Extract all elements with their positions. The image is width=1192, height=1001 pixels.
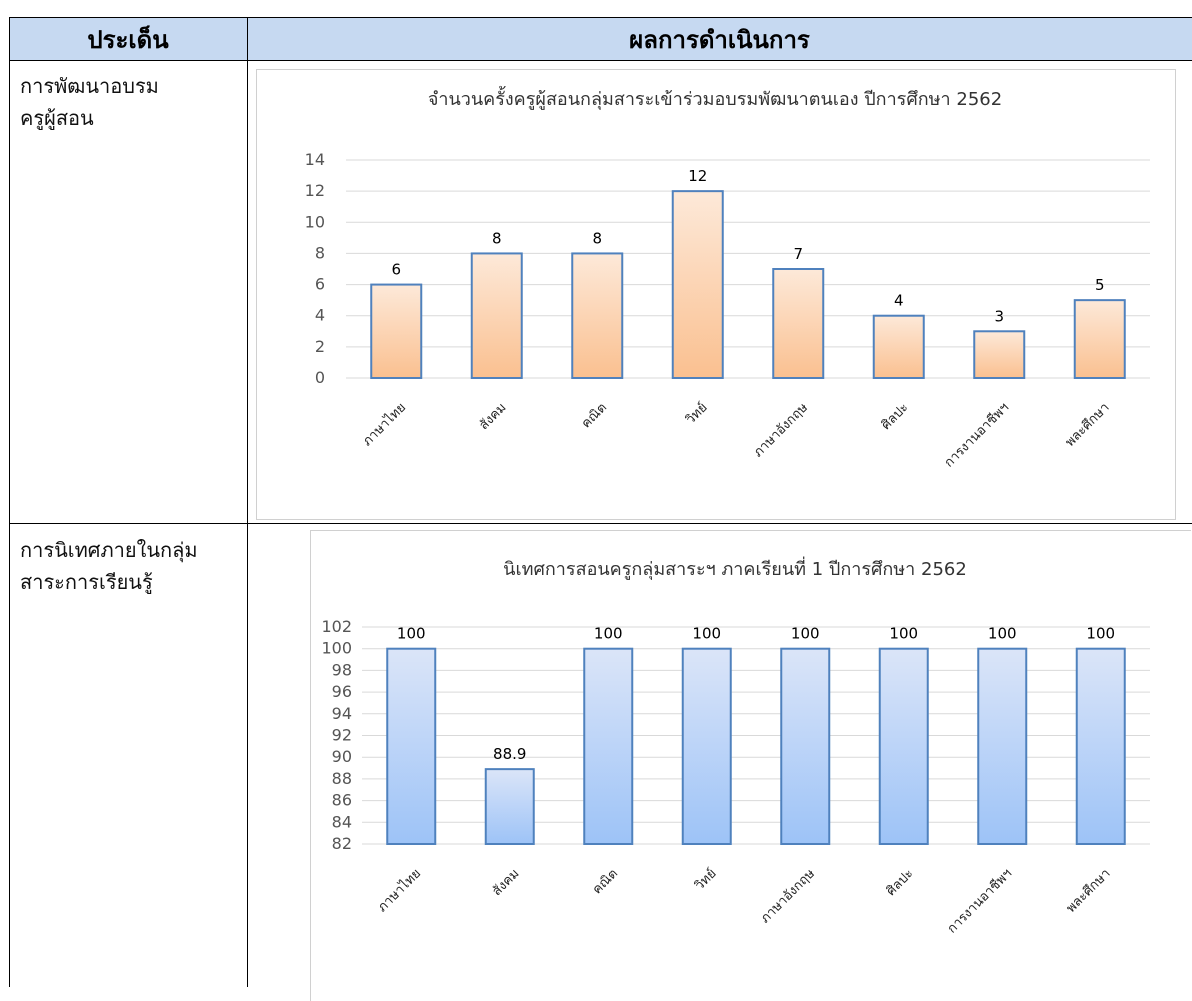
category-label: วิทย์ (691, 866, 719, 894)
bar (872, 314, 925, 380)
y-tick-label: 96 (332, 682, 352, 701)
table-border-row (9, 523, 1192, 524)
bar (1075, 647, 1126, 846)
table-border-header (9, 60, 1192, 61)
y-tick-label: 90 (332, 747, 352, 766)
data-label: 100 (594, 625, 623, 643)
data-label: 8 (592, 229, 602, 247)
y-tick-label: 82 (332, 834, 352, 853)
y-tick-label: 8 (315, 243, 325, 262)
row2-label-line1: การนิเทศภายในกลุ่ม (20, 538, 198, 562)
chart-title: นิเทศการสอนครูกลุ่มสาระฯ ภาคเรียนที่ 1 ป… (503, 556, 967, 580)
y-tick-label: 2 (315, 337, 325, 356)
data-label: 4 (894, 292, 904, 310)
y-tick-label: 0 (315, 368, 325, 387)
y-tick-label: 4 (315, 306, 325, 325)
bar (386, 647, 437, 846)
category-label: คณิต (590, 866, 621, 897)
data-label: 12 (688, 167, 707, 185)
category-label: ศิลปะ (884, 866, 917, 899)
y-tick-label: 88 (332, 769, 352, 788)
y-tick-label: 6 (315, 275, 325, 294)
table-header-background (9, 18, 1192, 60)
header-results: ผลการดำเนินการ (629, 25, 810, 54)
data-label: 100 (692, 625, 721, 643)
table-border-top (9, 17, 1192, 18)
y-tick-label: 94 (332, 704, 352, 723)
y-tick-label: 12 (305, 181, 325, 200)
bar (780, 647, 831, 846)
bar (370, 283, 423, 380)
data-label: 100 (1086, 625, 1115, 643)
y-tick-label: 102 (321, 617, 352, 636)
data-label: 100 (397, 625, 426, 643)
row2-label: การนิเทศภายในกลุ่ม สาระการเรียนรู้ (20, 534, 198, 598)
bar (484, 768, 535, 846)
data-label: 100 (889, 625, 918, 643)
category-label: ภาษาอังกฤษ (758, 866, 819, 927)
data-label: 88.9 (493, 745, 526, 763)
bar (681, 647, 732, 846)
y-tick-label: 92 (332, 726, 352, 745)
row1-label: การพัฒนาอบรม ครูผู้สอน (20, 70, 159, 134)
y-tick-label: 10 (305, 212, 325, 231)
y-tick-label: 84 (332, 812, 352, 831)
table-border-middle (247, 17, 248, 987)
header-issue: ประเด็น (87, 25, 169, 54)
row1-label-line2: ครูผู้สอน (20, 106, 94, 130)
y-tick-label: 98 (332, 660, 352, 679)
bar (470, 252, 523, 379)
bar (977, 647, 1028, 846)
category-label: ภาษาไทย (374, 866, 424, 916)
data-label: 100 (791, 625, 820, 643)
data-label: 5 (1095, 276, 1105, 294)
chart-title: จำนวนครั้งครูผู้สอนกลุ่มสาระเข้าร่วมอบรม… (428, 86, 1002, 110)
category-label: สังคม (490, 866, 523, 899)
data-label: 6 (391, 261, 401, 279)
data-label: 3 (994, 307, 1004, 325)
bar (583, 647, 634, 846)
y-tick-label: 14 (305, 150, 325, 169)
table-border-left (9, 17, 10, 987)
y-tick-label: 86 (332, 791, 352, 810)
bar (1073, 299, 1126, 379)
data-label: 7 (793, 245, 803, 263)
y-tick-label: 100 (321, 639, 352, 658)
category-label: พละศึกษา (1064, 866, 1114, 916)
row2-label-line2: สาระการเรียนรู้ (20, 570, 153, 594)
bar (973, 330, 1026, 379)
row1-label-line1: การพัฒนาอบรม (20, 74, 159, 98)
bar (772, 268, 825, 379)
data-label: 8 (492, 229, 502, 247)
category-label: การงานอาชีพฯ (944, 866, 1015, 937)
bar (571, 252, 624, 379)
bar (878, 647, 929, 846)
chart2-frame (310, 530, 1191, 1001)
bar (671, 190, 724, 379)
data-label: 100 (988, 625, 1017, 643)
